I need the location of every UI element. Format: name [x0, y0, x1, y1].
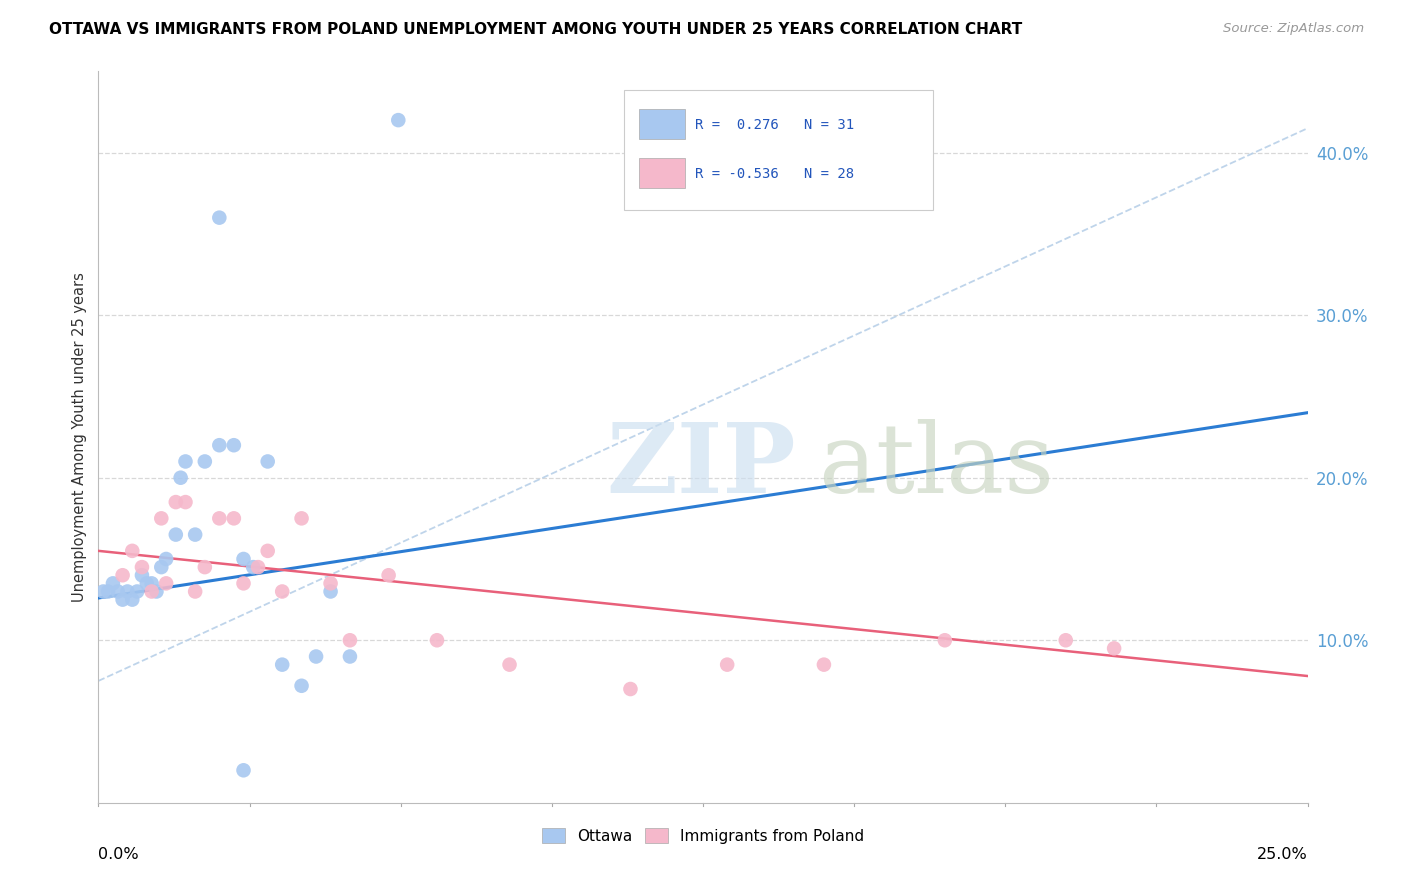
- Y-axis label: Unemployment Among Youth under 25 years: Unemployment Among Youth under 25 years: [72, 272, 87, 602]
- Point: [127, 584, 149, 599]
- Point: [256, 544, 278, 558]
- Point: [155, 552, 177, 566]
- FancyBboxPatch shape: [638, 109, 685, 139]
- Point: [97, 584, 120, 599]
- Point: [339, 633, 361, 648]
- Point: [387, 113, 409, 128]
- Point: [208, 511, 231, 525]
- Point: [111, 568, 134, 582]
- Point: [141, 584, 163, 599]
- Point: [319, 576, 342, 591]
- Point: [290, 679, 312, 693]
- Point: [290, 511, 312, 525]
- Point: [121, 592, 143, 607]
- Point: [107, 584, 129, 599]
- Text: 25.0%: 25.0%: [1257, 847, 1308, 862]
- Point: [247, 560, 270, 574]
- Text: Source: ZipAtlas.com: Source: ZipAtlas.com: [1223, 22, 1364, 36]
- Point: [145, 584, 167, 599]
- Point: [174, 454, 197, 468]
- Point: [165, 495, 187, 509]
- Point: [232, 576, 254, 591]
- Point: [619, 681, 641, 696]
- Point: [121, 544, 143, 558]
- Text: ZIP: ZIP: [606, 419, 796, 513]
- Point: [169, 471, 191, 485]
- Point: [165, 527, 187, 541]
- Point: [498, 657, 520, 672]
- FancyBboxPatch shape: [624, 90, 932, 211]
- Point: [271, 657, 294, 672]
- Point: [271, 584, 294, 599]
- Point: [1054, 633, 1077, 648]
- Point: [377, 568, 399, 582]
- Legend: Ottawa, Immigrants from Poland: Ottawa, Immigrants from Poland: [536, 822, 870, 850]
- Point: [117, 584, 139, 599]
- Point: [101, 576, 124, 591]
- FancyBboxPatch shape: [638, 158, 685, 188]
- Point: [131, 560, 153, 574]
- Point: [184, 584, 207, 599]
- Point: [194, 454, 217, 468]
- Point: [232, 552, 254, 566]
- Point: [150, 511, 173, 525]
- Point: [256, 454, 278, 468]
- Point: [305, 649, 328, 664]
- Point: [242, 560, 264, 574]
- Text: 0.0%: 0.0%: [98, 847, 139, 862]
- Point: [716, 657, 738, 672]
- Point: [150, 560, 173, 574]
- Point: [131, 568, 153, 582]
- Point: [339, 649, 361, 664]
- Text: atlas: atlas: [818, 419, 1054, 513]
- Point: [135, 576, 157, 591]
- Point: [194, 560, 217, 574]
- Point: [141, 576, 163, 591]
- Point: [1102, 641, 1125, 656]
- Point: [319, 584, 342, 599]
- Point: [813, 657, 835, 672]
- Point: [222, 511, 245, 525]
- Text: OTTAWA VS IMMIGRANTS FROM POLAND UNEMPLOYMENT AMONG YOUTH UNDER 25 YEARS CORRELA: OTTAWA VS IMMIGRANTS FROM POLAND UNEMPLO…: [49, 22, 1022, 37]
- Text: R =  0.276   N = 31: R = 0.276 N = 31: [695, 118, 853, 132]
- Point: [232, 764, 254, 778]
- Point: [208, 438, 231, 452]
- Text: R = -0.536   N = 28: R = -0.536 N = 28: [695, 167, 853, 181]
- Point: [208, 211, 231, 225]
- Point: [111, 592, 134, 607]
- Point: [91, 584, 114, 599]
- Point: [174, 495, 197, 509]
- Point: [184, 527, 207, 541]
- Point: [222, 438, 245, 452]
- Point: [426, 633, 449, 648]
- Point: [934, 633, 956, 648]
- Point: [155, 576, 177, 591]
